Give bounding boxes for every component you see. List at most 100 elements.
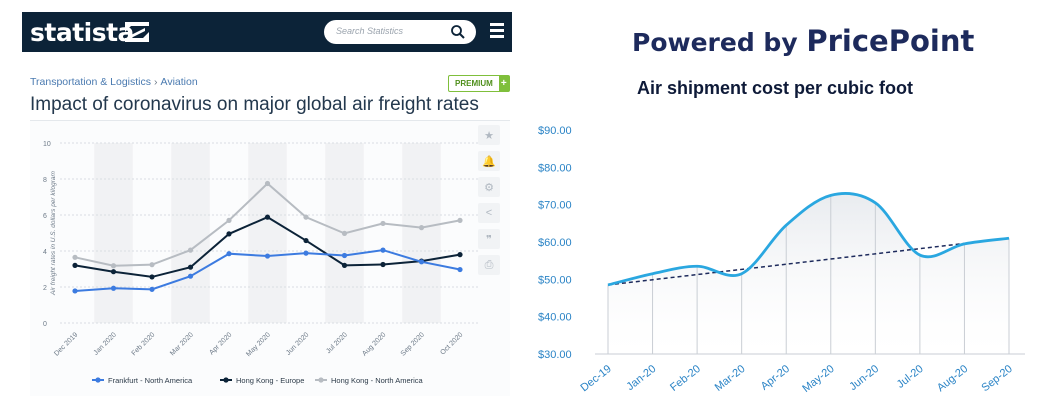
data-point xyxy=(341,262,348,268)
data-point xyxy=(303,250,309,256)
column-band xyxy=(402,143,441,323)
data-point xyxy=(418,259,425,265)
statista-header: statista Search Statistics xyxy=(22,12,512,52)
share-icon[interactable]: < xyxy=(478,203,500,223)
data-point xyxy=(264,214,271,220)
x-tick-label: Sep 2020 xyxy=(400,331,426,357)
x-tick-label: May 2020 xyxy=(245,331,272,358)
breadcrumb-item-transportation[interactable]: Transportation & Logistics xyxy=(30,76,152,88)
legend-marker xyxy=(95,377,101,383)
x-tick-label: Feb 2020 xyxy=(131,331,157,357)
data-point xyxy=(226,217,232,223)
x-tick-label: Jun 2020 xyxy=(285,331,310,356)
data-point xyxy=(110,285,117,291)
data-point xyxy=(303,237,309,244)
x-tick-label: Apr-20 xyxy=(759,363,792,393)
data-point xyxy=(380,261,386,268)
data-point xyxy=(341,252,348,259)
hamburger-menu-icon[interactable] xyxy=(490,23,504,41)
breadcrumb: Transportation & Logistics › Aviation xyxy=(30,76,198,88)
x-tick-label: Apr 2020 xyxy=(208,331,233,356)
freight-rates-chart: 0 2 4 6 8 10 Air freight rates in U.S. dollars… xyxy=(43,141,480,385)
data-point xyxy=(264,253,271,259)
data-point xyxy=(187,264,194,270)
air-shipment-cost-chart: $30.00 $40.00 $50.00 $60.00 $70.00 $80.00 $90.… xyxy=(538,125,1025,395)
area-fill xyxy=(608,193,1009,354)
x-tick-label: May-20 xyxy=(800,363,836,395)
data-point xyxy=(418,225,425,231)
column-band xyxy=(248,143,287,323)
premium-label: PREMIUM xyxy=(455,79,493,88)
search-placeholder: Search Statistics xyxy=(336,26,404,36)
powered-by-banner: Powered by PricePoint xyxy=(632,24,974,58)
x-tick-label: Sep-20 xyxy=(979,363,1014,394)
data-point xyxy=(264,180,271,187)
y-tick-label: $50.00 xyxy=(538,274,572,286)
gear-icon[interactable]: ⚙ xyxy=(478,177,500,197)
x-tick-label: Mar 2020 xyxy=(169,331,195,357)
y-tick-label: 8 xyxy=(43,177,47,184)
chart-toolbar: ★ 🔔 ⚙ < ❞ ⎙ xyxy=(478,125,504,281)
bell-icon[interactable]: 🔔 xyxy=(478,151,500,171)
column-band xyxy=(94,143,133,323)
search-icon[interactable] xyxy=(450,24,466,40)
premium-plus-icon: + xyxy=(498,76,509,91)
y-tick-label: $30.00 xyxy=(538,349,572,361)
y-tick-label: 0 xyxy=(43,321,47,328)
x-tick-label: Jan 2020 xyxy=(93,331,118,356)
y-tick-label: $80.00 xyxy=(538,162,572,174)
data-point xyxy=(72,288,78,294)
series-line xyxy=(607,192,1010,287)
legend-label: Hong Kong - Europe xyxy=(236,376,304,385)
data-point xyxy=(457,217,463,223)
powered-by-text: Powered by xyxy=(632,28,807,57)
pricepoint-logo: PricePoint xyxy=(806,24,975,58)
quote-icon[interactable]: ❞ xyxy=(478,229,500,249)
data-point xyxy=(149,274,155,280)
breadcrumb-item-aviation[interactable]: Aviation xyxy=(160,76,198,88)
print-icon[interactable]: ⎙ xyxy=(478,255,500,275)
x-tick-label: Aug 2020 xyxy=(361,331,387,357)
chart-title: Air shipment cost per cubic foot xyxy=(636,78,914,98)
statista-logo-icon xyxy=(125,22,149,42)
data-point xyxy=(187,247,194,253)
data-point xyxy=(226,251,232,257)
star-icon[interactable]: ★ xyxy=(478,125,500,145)
y-tick-label: 4 xyxy=(43,249,47,256)
x-tick-label: Jul-20 xyxy=(895,363,926,391)
data-point xyxy=(72,254,78,260)
y-tick-label: $90.00 xyxy=(538,125,572,137)
legend-label: Frankfurt - North America xyxy=(108,376,193,385)
premium-badge[interactable]: PREMIUM + xyxy=(448,75,510,92)
y-axis-label: Air freight rates in U.S. dollars per ki… xyxy=(50,170,57,295)
legend-label: Hong Kong - North America xyxy=(331,376,424,385)
statista-panel: statista Search Statistics Transportatio… xyxy=(0,0,512,410)
data-point xyxy=(341,230,348,236)
data-point xyxy=(457,252,463,258)
breadcrumb-separator: › xyxy=(154,76,158,88)
statista-logo[interactable]: statista xyxy=(30,18,134,47)
legend-marker xyxy=(318,377,324,383)
y-tick-label: $40.00 xyxy=(538,312,572,324)
y-tick-label: $70.00 xyxy=(538,200,572,212)
y-tick-label: 2 xyxy=(43,285,47,292)
x-tick-label: Oct 2020 xyxy=(439,331,464,356)
x-tick-label: Dec 2019 xyxy=(53,331,79,357)
data-point xyxy=(110,263,117,269)
data-point xyxy=(149,262,155,268)
legend-marker xyxy=(223,377,229,383)
x-tick-label: Jan-20 xyxy=(625,363,659,393)
y-tick-label: 10 xyxy=(43,141,51,148)
column-band xyxy=(171,143,210,323)
trend-line xyxy=(607,237,1010,286)
data-point xyxy=(149,286,155,292)
data-point xyxy=(303,214,309,220)
x-tick-label: Aug-20 xyxy=(935,363,970,394)
page-title: Impact of coronavirus on major global ai… xyxy=(30,94,479,115)
search-input[interactable]: Search Statistics xyxy=(324,20,476,44)
data-point xyxy=(110,269,117,275)
data-point xyxy=(226,231,232,237)
x-tick-label: Jul 2020 xyxy=(325,331,349,355)
x-tick-label: Jun-20 xyxy=(847,363,881,393)
data-point xyxy=(72,262,78,268)
